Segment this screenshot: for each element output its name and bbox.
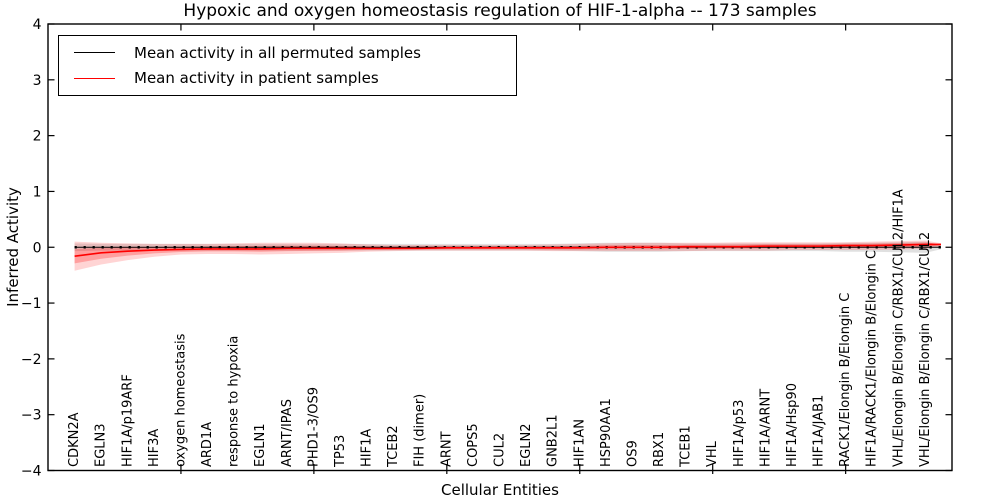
y-tick-label: −4 — [21, 464, 42, 480]
patient-line-swatch — [74, 77, 115, 79]
y-tick-label: 3 — [33, 73, 42, 89]
x-axis-label: Cellular Entities — [441, 481, 559, 499]
x-tick-label: TP53 — [333, 435, 348, 468]
y-tick-label: 1 — [33, 184, 42, 200]
x-tick-label: HIF1A/p53 — [732, 400, 747, 467]
y-tick-label: 0 — [33, 240, 42, 256]
x-tick-label: COPS5 — [466, 423, 481, 467]
x-tick-label: EGLN2 — [519, 423, 534, 467]
x-tick-label: RBX1 — [652, 432, 667, 467]
x-tick-label: HSP90AA1 — [599, 398, 614, 467]
permuted-line-swatch — [74, 52, 115, 54]
x-tick-label: TCEB2 — [386, 425, 401, 468]
chart-title: Hypoxic and oxygen homeostasis regulatio… — [183, 1, 817, 21]
legend-label-permuted: Mean activity in all permuted samples — [134, 43, 421, 62]
y-tick-label: −2 — [21, 352, 42, 368]
x-tick-label: CDKN2A — [67, 412, 82, 467]
x-tick-label: HIF1A/ARNT — [758, 389, 773, 467]
x-tick-label: HIF3A — [147, 429, 162, 467]
x-tick-label: EGLN1 — [253, 423, 268, 467]
x-tick-label: HIF1AN — [572, 419, 587, 467]
x-tick-label: VHL — [705, 440, 720, 467]
legend-label-patient: Mean activity in patient samples — [134, 69, 379, 88]
y-tick-label: 2 — [33, 129, 42, 145]
x-tick-label: ARD1A — [200, 422, 215, 467]
x-tick-label: ARNT/IPAS — [280, 399, 295, 467]
y-tick-label: −3 — [21, 408, 42, 424]
x-tick-label: VHL/Elongin B/Elongin C/RBX1/CUL2 — [918, 232, 933, 467]
x-tick-label: response to hypoxia — [227, 336, 242, 467]
x-tick-label: OS9 — [625, 440, 640, 467]
patient-mean-line — [74, 243, 941, 257]
x-tick-label: RACK1/Elongin B/Elongin C — [838, 293, 853, 467]
x-tick-label: VHL/Elongin B/Elongin C/RBX1/CUL2/HIF1A — [891, 189, 906, 467]
legend-entry-permuted: Mean activity in all permuted samples — [59, 44, 516, 62]
x-tick-label: TCEB1 — [679, 425, 694, 468]
x-tick-label: HIF1A/Hsp90 — [785, 383, 800, 467]
y-tick-label: −1 — [21, 296, 42, 312]
y-tick-label: 4 — [33, 17, 42, 33]
x-tick-label: CUL2 — [493, 433, 508, 467]
x-tick-label: HIF1A/RACK1/Elongin B/Elongin C — [865, 250, 880, 467]
legend: Mean activity in all permuted samples Me… — [58, 35, 517, 96]
x-tick-label: HIF1A — [360, 429, 375, 467]
x-tick-label: EGLN3 — [94, 423, 109, 467]
x-tick-label: HIF1A/JAB1 — [812, 395, 827, 467]
x-tick-label: PHD1-3/OS9 — [306, 387, 321, 467]
x-tick-label: GNB2L1 — [546, 414, 561, 467]
x-tick-label: FIH (dimer) — [413, 394, 428, 467]
legend-entry-patient: Mean activity in patient samples — [59, 69, 516, 87]
x-tick-label: oxygen homeostasis — [173, 333, 188, 467]
x-tick-label: HIF1A/p19ARF — [120, 374, 135, 467]
y-axis-label: Inferred Activity — [4, 187, 22, 307]
x-tick-label: ARNT — [439, 431, 454, 467]
